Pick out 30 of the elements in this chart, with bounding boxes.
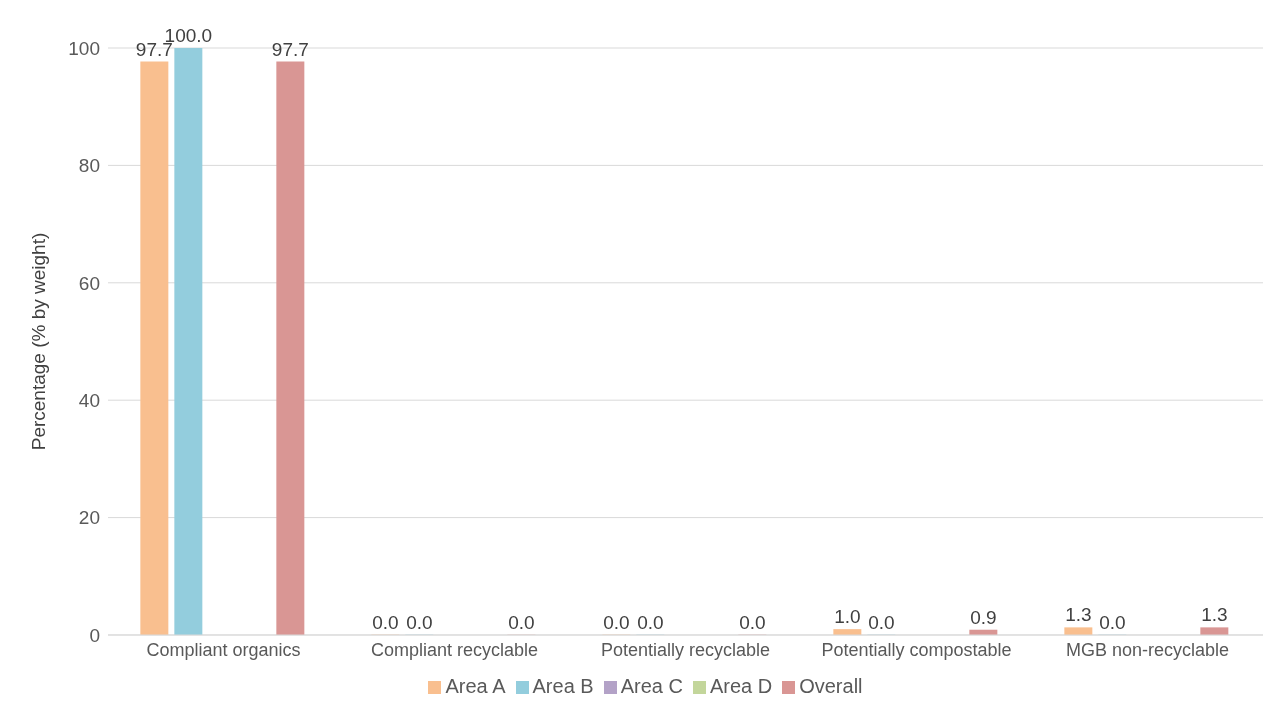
data-label: 0.0 [372, 611, 399, 633]
data-label: 0.0 [637, 611, 664, 633]
data-label: 0.0 [1099, 611, 1126, 633]
legend-label: Area C [620, 675, 683, 697]
data-label: 0.0 [406, 611, 433, 633]
legend-label: Area D [709, 675, 773, 697]
y-tick-label: 100 [68, 37, 100, 59]
y-tick-label: 60 [78, 272, 100, 294]
data-label: 97.7 [271, 38, 309, 60]
y-tick-label: 20 [78, 507, 100, 529]
x-tick-label: Compliant recyclable [370, 639, 539, 660]
data-label: 1.3 [1201, 604, 1228, 626]
x-tick-label: MGB non-recyclable [1065, 639, 1230, 660]
x-tick-label: Potentially recyclable [600, 639, 771, 660]
legend-label: Overall [799, 675, 863, 697]
x-tick-label: Potentially compostable [821, 639, 1012, 660]
data-label: 0.0 [868, 611, 895, 633]
x-tick-label: Compliant organics [146, 639, 301, 660]
y-axis-title: Percentage (% by weight) [27, 232, 49, 451]
legend-label: Area B [532, 675, 594, 697]
legend-label: Area A [445, 675, 506, 697]
y-tick-label: 80 [78, 155, 100, 177]
data-label: 0.0 [739, 611, 766, 633]
y-tick-label: 40 [78, 389, 100, 411]
data-label: 0.0 [603, 611, 630, 633]
data-label: 1.0 [834, 606, 861, 628]
data-label: 1.3 [1065, 604, 1092, 626]
data-label: 0.9 [970, 606, 997, 628]
y-tick-label: 0 [89, 624, 100, 646]
data-label: 0.0 [508, 611, 535, 633]
